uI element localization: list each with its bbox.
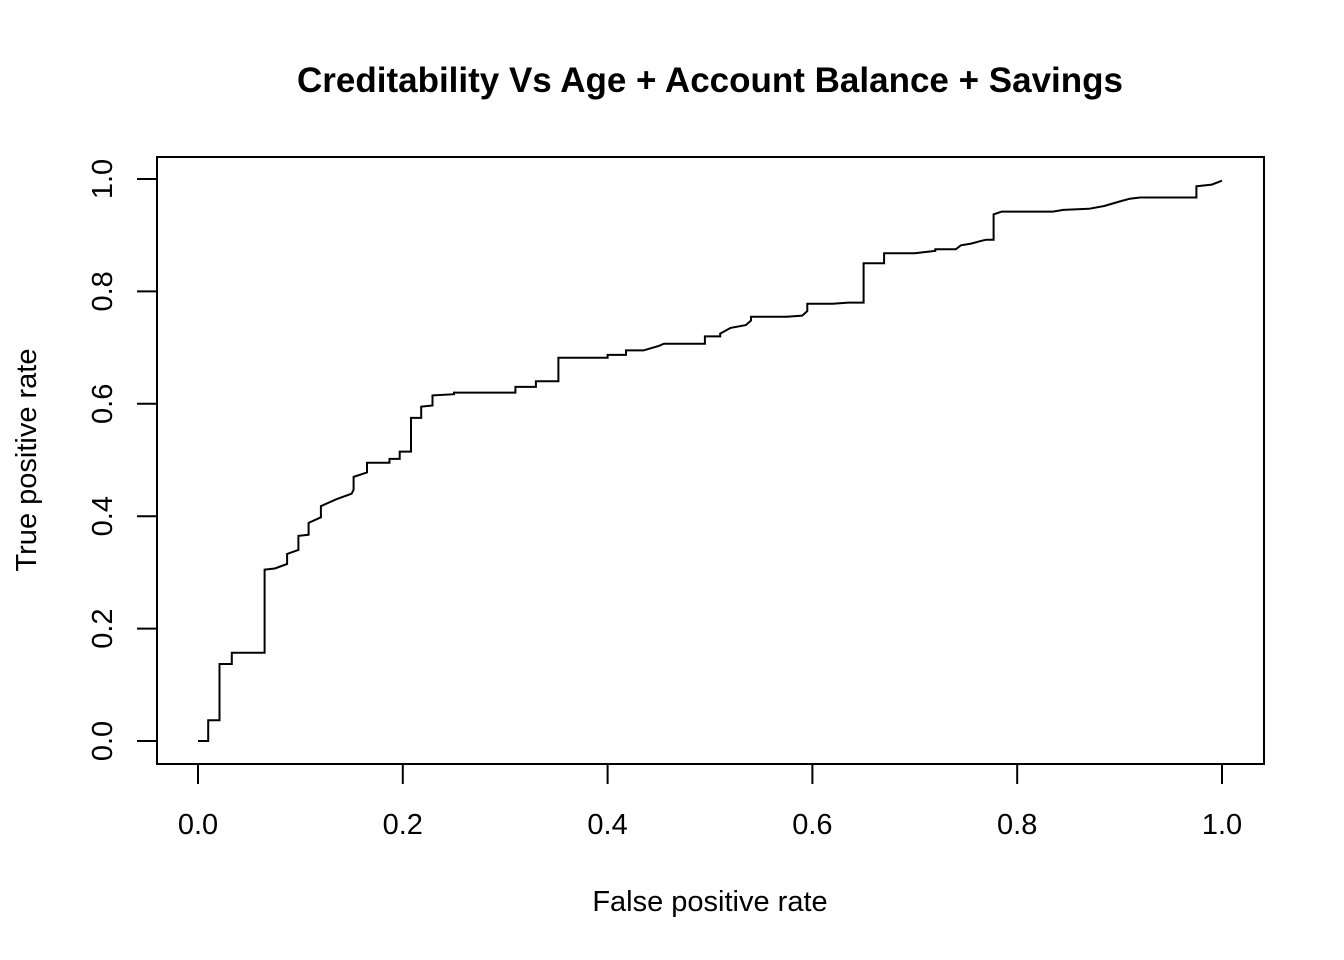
y-axis-label: True positive rate	[11, 349, 43, 572]
y-axis: 0.0 0.2 0.4 0.6 0.8 1.0	[87, 159, 158, 761]
y-tick-label: 0.2	[87, 608, 119, 648]
x-tick-label: 0.8	[997, 809, 1037, 841]
y-tick-label: 0.0	[87, 721, 119, 761]
x-tick-label: 0.2	[383, 809, 423, 841]
x-axis: 0.0 0.2 0.4 0.6 0.8 1.0	[178, 763, 1242, 841]
x-tick-label: 0.0	[178, 809, 218, 841]
x-tick-label: 0.6	[792, 809, 832, 841]
x-axis-label: False positive rate	[592, 886, 827, 918]
chart-title: Creditability Vs Age + Account Balance +…	[297, 61, 1123, 100]
roc-curve-line	[198, 179, 1223, 742]
y-tick-label: 0.4	[87, 496, 119, 536]
x-tick-label: 1.0	[1202, 809, 1242, 841]
y-tick-label: 1.0	[87, 159, 119, 199]
plot-frame	[156, 156, 1265, 765]
x-tick-label: 0.4	[587, 809, 627, 841]
y-tick-label: 0.6	[87, 384, 119, 424]
y-tick-label: 0.8	[87, 271, 119, 311]
